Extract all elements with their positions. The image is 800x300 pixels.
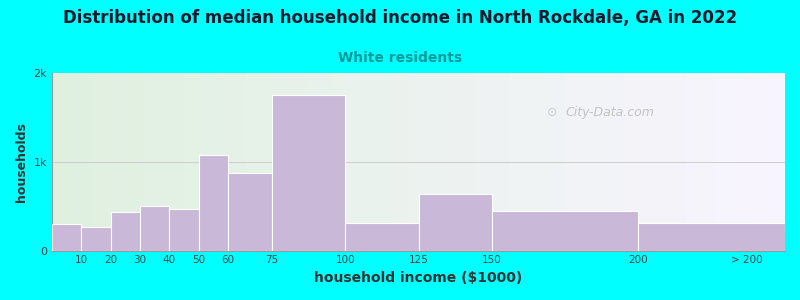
Bar — [346, 223, 418, 250]
Text: White residents: White residents — [338, 51, 462, 65]
Text: Distribution of median household income in North Rockdale, GA in 2022: Distribution of median household income … — [63, 9, 737, 27]
Bar — [272, 95, 346, 250]
Bar — [492, 211, 638, 250]
Bar — [52, 224, 82, 250]
Bar — [170, 209, 198, 250]
Bar — [198, 155, 228, 250]
Text: ⊙: ⊙ — [546, 106, 558, 118]
Bar — [418, 194, 492, 250]
Text: City-Data.com: City-Data.com — [565, 106, 654, 118]
Y-axis label: households: households — [15, 122, 28, 202]
Bar — [638, 223, 785, 250]
Bar — [82, 227, 110, 250]
Bar — [140, 206, 170, 250]
Bar — [228, 173, 272, 250]
Bar — [110, 212, 140, 250]
X-axis label: household income ($1000): household income ($1000) — [314, 271, 522, 285]
